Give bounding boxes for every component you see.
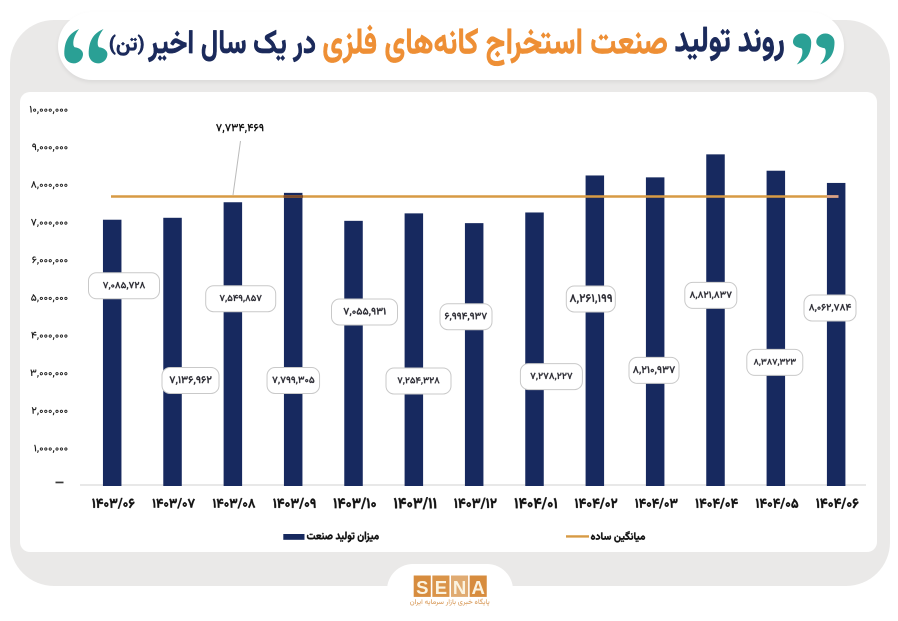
svg-text:N: N bbox=[453, 577, 466, 598]
svg-text:S: S bbox=[416, 577, 428, 598]
svg-text:A: A bbox=[472, 577, 485, 598]
svg-text:E: E bbox=[435, 577, 447, 598]
